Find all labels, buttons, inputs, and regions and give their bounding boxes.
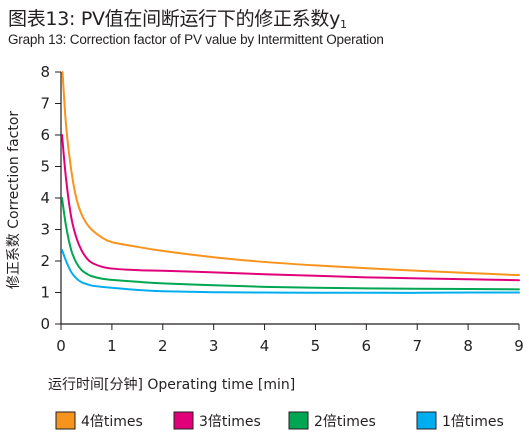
- x-tick-label: 6: [362, 337, 372, 355]
- legend-label-4: 1倍times: [442, 414, 504, 430]
- chart-title-subscript: 1: [340, 18, 347, 31]
- x-tick-label: 7: [412, 337, 422, 355]
- chart-subtitle: Graph 13: Correction factor of PV value …: [8, 32, 384, 47]
- y-tick-label: 5: [40, 158, 50, 176]
- x-tick-label: 2: [158, 337, 168, 355]
- y-tick-label: 0: [40, 315, 50, 333]
- legend-label-2: 3倍times: [199, 414, 261, 430]
- x-axis-label: 运行时间[分钟] Operating time [min]: [48, 376, 295, 393]
- y-axis-label: 修正系数 Correction factor: [6, 111, 22, 290]
- legend-swatch-2: [173, 411, 194, 430]
- chart-title-text: 图表13: PV值在间断运行下的修正系数y: [8, 8, 341, 30]
- series-lines: [61, 71, 520, 294]
- x-tick-label: 9: [514, 337, 524, 355]
- series-line-3: [61, 197, 520, 291]
- x-axis-ticks: 0 1 2 3 4 5 6 7 8 9: [56, 324, 524, 355]
- x-tick-label: 3: [209, 337, 219, 355]
- legend-swatch-1: [55, 411, 76, 430]
- x-tick-label: 5: [311, 337, 321, 355]
- y-tick-label: 6: [40, 126, 50, 144]
- y-axis-ticks: 0 1 2 3 4 5 6 7 8: [40, 63, 61, 333]
- x-tick-label: 8: [463, 337, 473, 355]
- legend-label-3: 2倍times: [314, 414, 376, 430]
- y-tick-label: 1: [40, 284, 50, 302]
- legend: 4倍times 3倍times 2倍times 1倍times: [55, 411, 504, 430]
- y-tick-label: 2: [40, 252, 50, 270]
- y-tick-label: 3: [40, 221, 50, 239]
- plot-area: [60, 72, 519, 325]
- series-line-2: [61, 134, 520, 282]
- x-tick-label: 0: [56, 337, 66, 355]
- legend-swatch-3: [288, 411, 309, 430]
- series-line-4: [61, 248, 520, 294]
- y-tick-label: 7: [40, 95, 50, 113]
- y-tick-label: 8: [40, 63, 50, 81]
- legend-label-1: 4倍times: [81, 414, 143, 430]
- series-line-1: [61, 71, 520, 277]
- x-tick-label: 1: [107, 337, 117, 355]
- legend-swatch-4: [416, 411, 437, 430]
- y-tick-label: 4: [40, 189, 50, 207]
- x-tick-label: 4: [260, 337, 270, 355]
- chart-title: 图表13: PV值在间断运行下的修正系数y1: [8, 4, 347, 31]
